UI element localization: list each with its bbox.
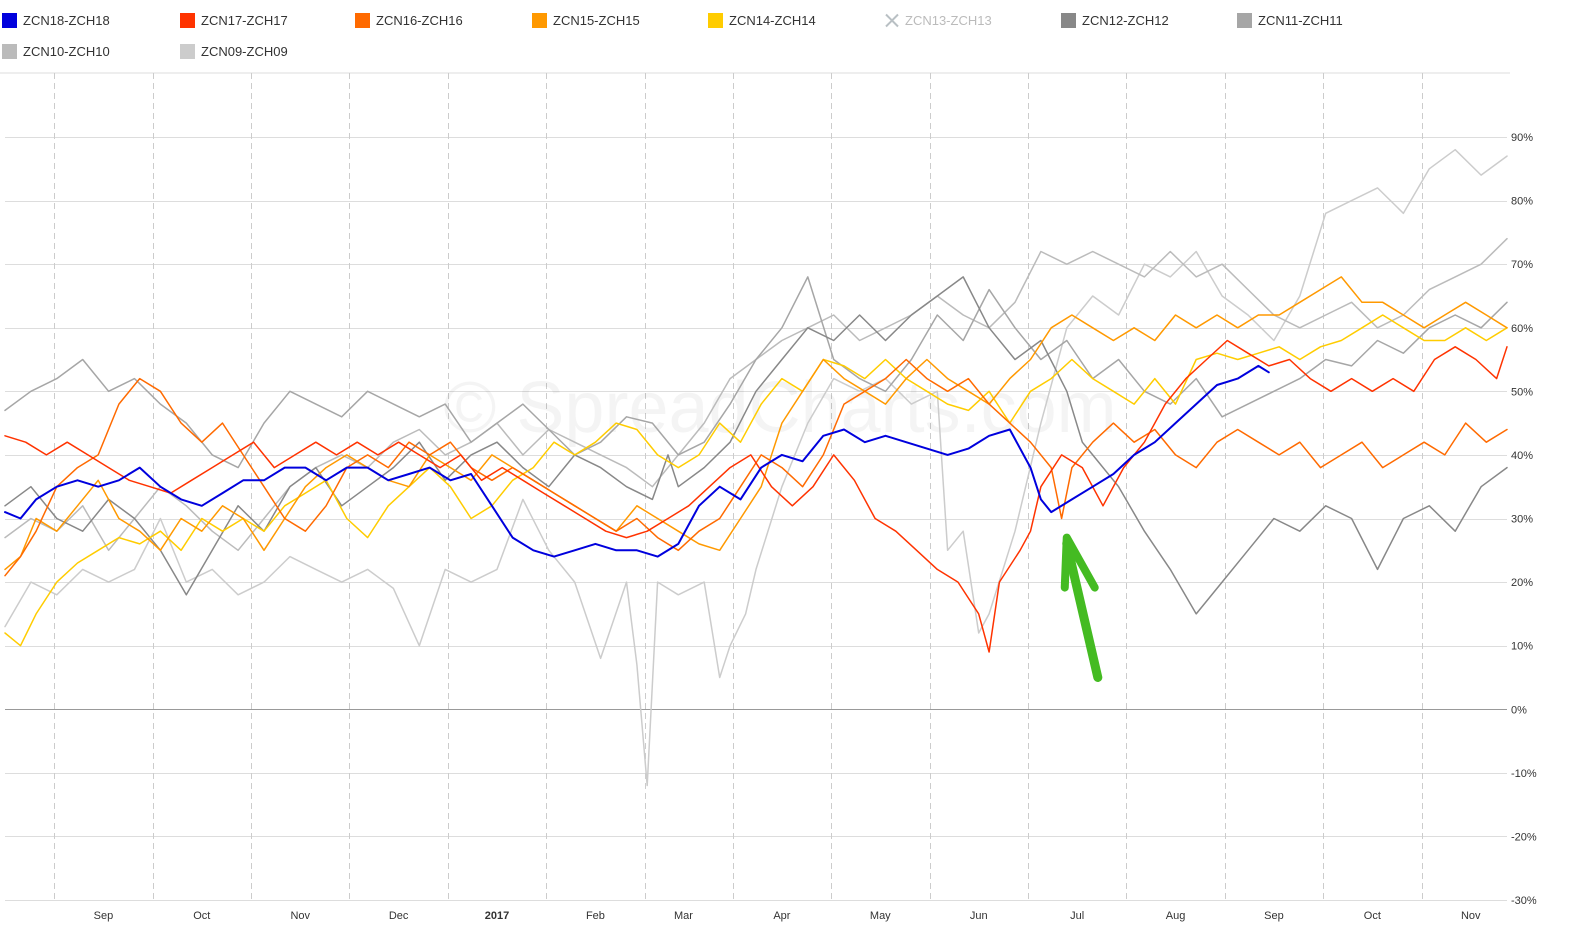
- legend-item[interactable]: ZCN12-ZCH12: [1061, 11, 1169, 29]
- series-layer: [4, 148, 1508, 787]
- y-tick-label: -30%: [1511, 895, 1537, 907]
- axis-layer: 90% 80% 70% 60% 50% 40% 30% 20% 10% 0% -10% -20% -30…: [94, 132, 1537, 922]
- annotation-layer: [1060, 533, 1103, 682]
- x-tick-label: Nov: [1461, 910, 1481, 922]
- legend-item[interactable]: ZCN15-ZCH15: [532, 11, 640, 29]
- chart-legend: ZCN18-ZCH18 ZCN17-ZCH17 ZCN16-ZCH16 ZCN15-Z…: [0, 6, 1570, 68]
- legend-swatch: [1061, 12, 1076, 28]
- series-line-zcn11-zch11: [4, 276, 1508, 469]
- y-tick-label: 50%: [1511, 386, 1533, 398]
- y-tick-label: 90%: [1511, 132, 1533, 144]
- x-tick-label: Sep: [94, 910, 114, 922]
- legend-item[interactable]: ZCN09-ZCH09: [180, 42, 288, 60]
- annotation-arrow-head: [1060, 533, 1099, 592]
- y-tick-label: 10%: [1511, 641, 1533, 653]
- legend-label: ZCN18-ZCH18: [23, 12, 110, 28]
- x-tick-label: Sep: [1264, 910, 1284, 922]
- x-tick-label: Jun: [970, 910, 988, 922]
- x-tick-label: Oct: [1364, 910, 1381, 922]
- legend-label: ZCN10-ZCH10: [23, 43, 110, 59]
- annotation-arrow-shaft: [1062, 539, 1103, 682]
- legend-swatch: [355, 12, 370, 28]
- y-tick-label: 80%: [1511, 196, 1533, 208]
- legend-swatch: [708, 12, 723, 28]
- x-tick-label: Feb: [586, 910, 605, 922]
- series-line-zcn16-zch16: [4, 358, 1508, 577]
- series-line-zcn15-zch15: [4, 276, 1508, 571]
- legend-swatch: [1237, 12, 1252, 28]
- legend-swatch: [180, 12, 195, 28]
- x-tick-label: May: [870, 910, 891, 922]
- legend-swatch: [180, 43, 195, 59]
- y-tick-label: 30%: [1511, 514, 1533, 526]
- x-tick-label: Oct: [193, 910, 210, 922]
- series-line-zcn14-zch14: [4, 314, 1508, 647]
- legend-label: ZCN16-ZCH16: [376, 12, 463, 28]
- series-line-zcn09-zch09: [4, 148, 1508, 787]
- legend-label: ZCN13-ZCH13: [905, 12, 992, 28]
- legend-item[interactable]: ZCN14-ZCH14: [708, 11, 816, 29]
- y-tick-label: -20%: [1511, 831, 1537, 843]
- legend-item[interactable]: ZCN18-ZCH18: [2, 11, 110, 29]
- legend-item[interactable]: ZCN16-ZCH16: [355, 11, 463, 29]
- legend-label: ZCN09-ZCH09: [201, 43, 288, 59]
- legend-item[interactable]: ZCN10-ZCH10: [2, 42, 110, 60]
- y-tick-label: 70%: [1511, 259, 1533, 271]
- y-tick-label: 40%: [1511, 450, 1533, 462]
- legend-label: ZCN15-ZCH15: [553, 12, 640, 28]
- grid-layer: [0, 72, 1510, 901]
- x-tick-label: Dec: [389, 910, 409, 922]
- y-tick-label: 60%: [1511, 323, 1533, 335]
- x-tick-label: Aug: [1166, 910, 1186, 922]
- legend-label: ZCN14-ZCH14: [729, 12, 816, 28]
- series-line-zcn17-zch17: [4, 339, 1508, 653]
- legend-label: ZCN11-ZCH11: [1258, 12, 1343, 28]
- x-tick-label: Nov: [290, 910, 310, 922]
- x-tick-label: Jul: [1070, 910, 1084, 922]
- y-tick-label: 20%: [1511, 577, 1533, 589]
- y-tick-label: -10%: [1511, 768, 1537, 780]
- legend-swatch: [2, 12, 17, 28]
- legend-swatch: [2, 43, 17, 59]
- legend-item[interactable]: ZCN13-ZCH13: [884, 11, 992, 29]
- x-tick-label: 2017: [485, 910, 509, 922]
- series-line-zcn18-zch18: [4, 364, 1270, 558]
- legend-label: ZCN17-ZCH17: [201, 12, 288, 28]
- y-tick-label: 0%: [1511, 704, 1527, 716]
- x-tick-label: Apr: [773, 910, 790, 922]
- legend-swatch: [532, 12, 547, 28]
- legend-item[interactable]: ZCN17-ZCH17: [180, 11, 288, 29]
- legend-item[interactable]: ZCN11-ZCH11: [1237, 11, 1343, 29]
- x-tick-label: Mar: [674, 910, 693, 922]
- legend-label: ZCN12-ZCH12: [1082, 12, 1169, 28]
- legend-disabled-icon: [884, 12, 899, 28]
